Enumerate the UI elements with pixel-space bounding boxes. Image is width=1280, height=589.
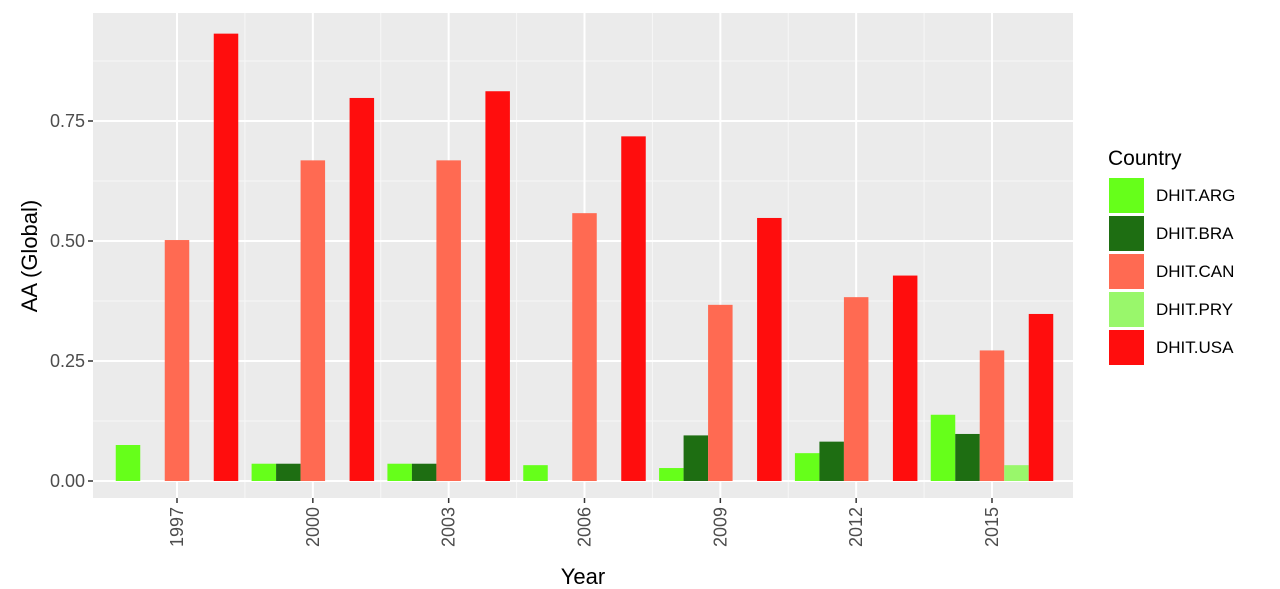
x-tick-label: 1997	[167, 507, 187, 547]
y-tick-label: 0.25	[50, 351, 85, 371]
bar-dhit-bra-2003	[411, 463, 437, 481]
bar-dhit-arg-1997	[115, 445, 141, 481]
bar-dhit-bra-2000	[276, 463, 301, 481]
bar-dhit-arg-2003	[387, 463, 412, 481]
axes: 0.00 0.25 0.50 0.75 1997 2000 2003 2006 2009 2012…	[50, 111, 1002, 547]
legend: Country DHIT.ARG DHIT.BRA DHIT.CAN DHIT.PRY…	[1108, 147, 1235, 365]
legend-label: DHIT.ARG	[1156, 186, 1235, 205]
bar-dhit-can-2012	[843, 297, 869, 481]
x-tick-label: 2015	[982, 507, 1002, 547]
bar-dhit-usa-2012	[892, 275, 918, 481]
x-tick-label: 2003	[439, 507, 459, 547]
legend-key	[1109, 330, 1144, 365]
bar-dhit-usa-2006	[621, 136, 646, 482]
y-tick-label: 0.50	[50, 231, 85, 251]
x-axis-title: Year	[561, 564, 605, 589]
legend-label: DHIT.PRY	[1156, 300, 1233, 319]
bar-dhit-can-2000	[300, 160, 326, 482]
legend-key	[1109, 254, 1144, 289]
bar-dhit-arg-2009	[659, 468, 684, 481]
bar-dhit-pry-2015	[1004, 465, 1029, 481]
legend-label: DHIT.USA	[1156, 338, 1234, 357]
y-tick-label: 0.00	[50, 471, 85, 491]
bar-dhit-can-2009	[708, 304, 733, 481]
bar-dhit-usa-1997	[213, 33, 239, 481]
bars	[115, 33, 1054, 482]
y-axis-title: AA (Global)	[17, 200, 42, 313]
bar-dhit-usa-2015	[1028, 313, 1054, 481]
bar-dhit-arg-2012	[794, 453, 820, 481]
bar-dhit-bra-2015	[955, 433, 980, 481]
bar-dhit-can-2015	[979, 350, 1005, 481]
bar-dhit-can-2003	[436, 160, 461, 482]
bar-dhit-usa-2009	[757, 217, 782, 481]
bar-dhit-bra-2009	[683, 435, 709, 481]
legend-label: DHIT.BRA	[1156, 224, 1234, 243]
legend-title: Country	[1108, 147, 1182, 170]
bar-dhit-arg-2015	[930, 414, 956, 481]
legend-key	[1109, 178, 1144, 213]
bar-dhit-can-1997	[164, 240, 190, 481]
bar-dhit-usa-2003	[485, 91, 510, 482]
bar-dhit-arg-2000	[251, 463, 277, 481]
y-tick-label: 0.75	[50, 111, 85, 131]
bar-dhit-arg-2006	[523, 465, 548, 481]
legend-label: DHIT.CAN	[1156, 262, 1234, 281]
x-tick-label: 2000	[303, 507, 323, 547]
x-tick-label: 2009	[710, 507, 730, 547]
bar-dhit-bra-2012	[819, 441, 844, 481]
x-tick-label: 2012	[846, 507, 866, 547]
legend-key	[1109, 216, 1144, 251]
bar-dhit-usa-2000	[349, 97, 375, 482]
legend-key	[1109, 292, 1144, 327]
x-tick-label: 2006	[575, 507, 595, 547]
bar-dhit-can-2006	[572, 213, 597, 481]
